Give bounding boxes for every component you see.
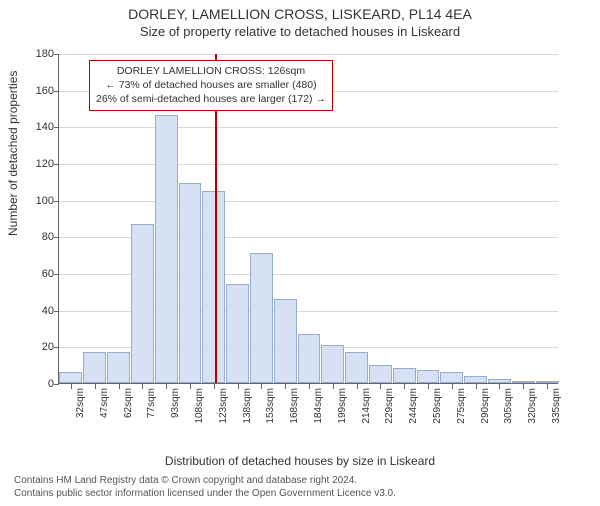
histogram-bar (321, 345, 344, 384)
x-tick-label: 335sqm (551, 388, 562, 424)
y-tick-label: 20 (14, 341, 54, 353)
x-tick-mark (452, 384, 453, 389)
x-tick-mark (238, 384, 239, 389)
histogram-bar (440, 372, 463, 383)
x-tick-label: 320sqm (527, 388, 538, 424)
x-tick-mark (428, 384, 429, 389)
histogram-bar (536, 381, 559, 383)
y-tick-label: 40 (14, 305, 54, 317)
x-tick-label: 108sqm (194, 388, 205, 424)
histogram-bar (107, 352, 130, 383)
annotation-line2: ← 73% of detached houses are smaller (48… (96, 78, 326, 92)
x-tick-mark (261, 384, 262, 389)
x-tick-mark (285, 384, 286, 389)
histogram-bar (179, 183, 202, 383)
x-tick-label: 138sqm (242, 388, 253, 424)
histogram-bar (512, 381, 535, 383)
histogram-bar (274, 299, 297, 383)
histogram-bar (131, 224, 154, 384)
x-tick-label: 184sqm (313, 388, 324, 424)
x-tick-mark (190, 384, 191, 389)
x-tick-label: 229sqm (384, 388, 395, 424)
footer-attribution: Contains HM Land Registry data © Crown c… (14, 474, 396, 500)
x-tick-label: 259sqm (432, 388, 443, 424)
histogram-bar (83, 352, 106, 383)
y-tick-label: 0 (14, 378, 54, 390)
x-tick-label: 199sqm (337, 388, 348, 424)
x-tick-mark (309, 384, 310, 389)
x-tick-label: 305sqm (503, 388, 514, 424)
y-tick-label: 120 (14, 158, 54, 170)
y-tick-label: 100 (14, 195, 54, 207)
x-tick-label: 275sqm (456, 388, 467, 424)
x-tick-label: 153sqm (265, 388, 276, 424)
x-tick-mark (380, 384, 381, 389)
y-tick-label: 140 (14, 121, 54, 133)
x-tick-mark (476, 384, 477, 389)
histogram-bar (202, 191, 225, 384)
histogram-bar (155, 115, 178, 383)
x-tick-mark (523, 384, 524, 389)
gridline (59, 164, 558, 165)
histogram-bar (417, 370, 440, 383)
x-tick-label: 77sqm (146, 388, 157, 418)
y-tick-mark (54, 384, 59, 385)
x-tick-mark (214, 384, 215, 389)
histogram-bar (345, 352, 368, 383)
y-tick-mark (54, 201, 59, 202)
x-axis-label: Distribution of detached houses by size … (0, 454, 600, 468)
histogram-bar (250, 253, 273, 383)
x-tick-mark (547, 384, 548, 389)
histogram-bar (369, 365, 392, 383)
x-tick-mark (404, 384, 405, 389)
x-tick-label: 168sqm (289, 388, 300, 424)
annotation-box: DORLEY LAMELLION CROSS: 126sqm← 73% of d… (89, 60, 333, 111)
y-tick-mark (54, 237, 59, 238)
y-tick-mark (54, 347, 59, 348)
x-tick-label: 62sqm (123, 388, 134, 418)
y-tick-mark (54, 274, 59, 275)
x-tick-mark (142, 384, 143, 389)
x-tick-mark (71, 384, 72, 389)
histogram-bar (488, 379, 511, 383)
chart-container: 02040608010012014016018032sqm47sqm62sqm7… (58, 54, 578, 424)
gridline (59, 54, 558, 55)
y-tick-label: 80 (14, 231, 54, 243)
gridline (59, 201, 558, 202)
y-tick-label: 60 (14, 268, 54, 280)
x-tick-label: 123sqm (218, 388, 229, 424)
x-tick-mark (95, 384, 96, 389)
annotation-line1: DORLEY LAMELLION CROSS: 126sqm (96, 64, 326, 78)
y-tick-mark (54, 127, 59, 128)
y-tick-mark (54, 164, 59, 165)
x-tick-mark (499, 384, 500, 389)
x-tick-mark (166, 384, 167, 389)
page-title-line2: Size of property relative to detached ho… (0, 24, 600, 39)
x-tick-label: 93sqm (170, 388, 181, 418)
x-tick-label: 32sqm (75, 388, 86, 418)
histogram-bar (298, 334, 321, 384)
gridline (59, 127, 558, 128)
y-tick-label: 180 (14, 48, 54, 60)
x-tick-mark (357, 384, 358, 389)
x-tick-label: 214sqm (361, 388, 372, 424)
y-tick-mark (54, 91, 59, 92)
x-tick-label: 47sqm (99, 388, 110, 418)
x-tick-mark (119, 384, 120, 389)
x-tick-label: 244sqm (408, 388, 419, 424)
histogram-bar (393, 368, 416, 383)
footer-line2: Contains public sector information licen… (14, 487, 396, 500)
x-tick-label: 290sqm (480, 388, 491, 424)
footer-line1: Contains HM Land Registry data © Crown c… (14, 474, 396, 487)
annotation-line3: 26% of semi-detached houses are larger (… (96, 92, 326, 106)
y-tick-mark (54, 311, 59, 312)
x-tick-mark (333, 384, 334, 389)
y-tick-label: 160 (14, 85, 54, 97)
y-tick-mark (54, 54, 59, 55)
page-title-line1: DORLEY, LAMELLION CROSS, LISKEARD, PL14 … (0, 6, 600, 22)
plot-area: 02040608010012014016018032sqm47sqm62sqm7… (58, 54, 558, 384)
histogram-bar (464, 376, 487, 383)
histogram-bar (226, 284, 249, 383)
histogram-bar (59, 372, 82, 383)
